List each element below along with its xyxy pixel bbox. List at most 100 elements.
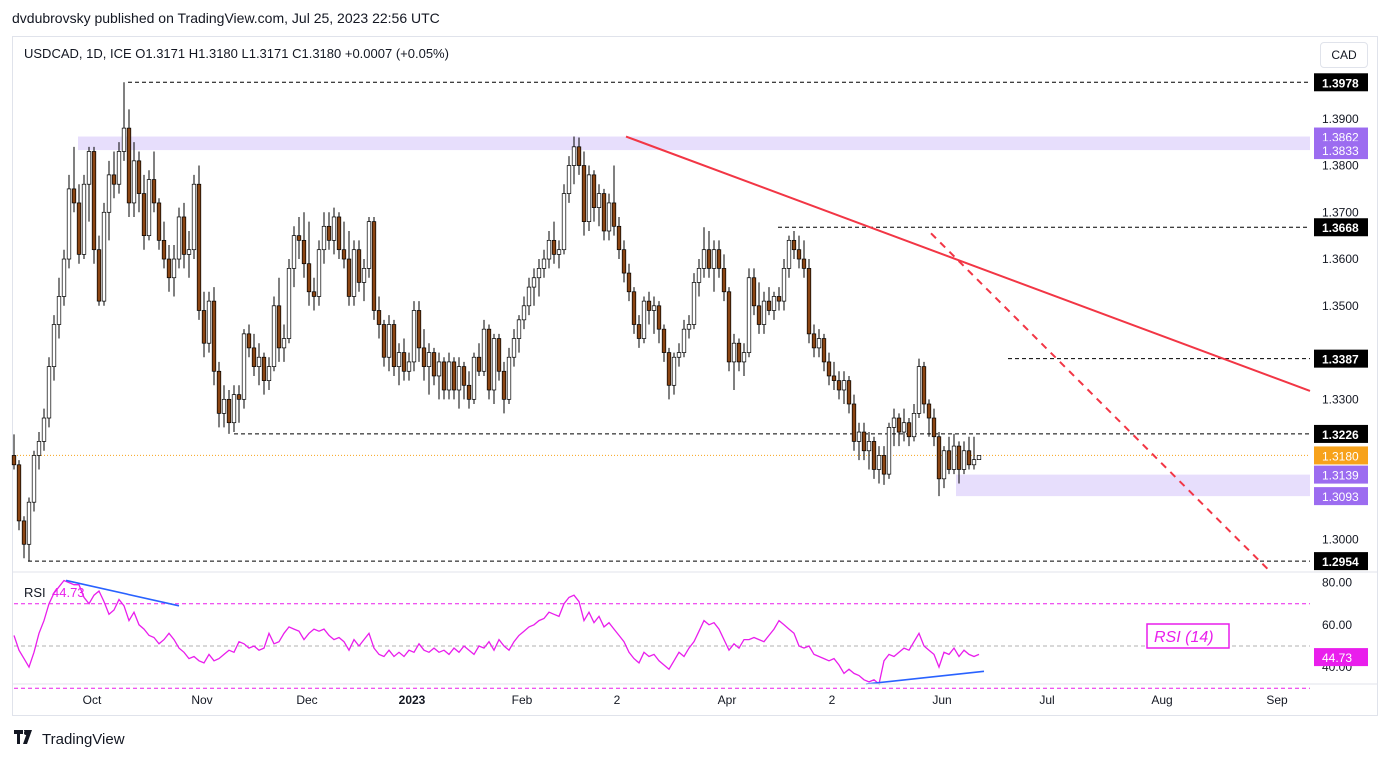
candle-body: [866, 441, 872, 452]
candle-body: [901, 422, 907, 433]
candle: [311, 277, 317, 311]
rsi-divergence-line: [865, 670, 985, 685]
candle: [221, 385, 227, 428]
candle: [941, 446, 947, 489]
candle: [366, 216, 372, 278]
candle: [571, 136, 577, 185]
candle: [421, 329, 427, 381]
candle-body: [261, 356, 267, 381]
candle: [426, 343, 432, 395]
candle: [641, 296, 647, 344]
candle-body: [766, 300, 772, 311]
candle: [561, 184, 567, 255]
time-tick-label: Apr: [718, 693, 737, 707]
candle: [216, 361, 222, 428]
time-tick-label: Jul: [1039, 693, 1054, 707]
level-label-text: 1.3387: [1322, 353, 1359, 367]
candle: [756, 282, 762, 334]
candle-body: [606, 202, 612, 232]
candle-body: [256, 356, 262, 367]
tradingview-brand: TradingView: [42, 730, 125, 748]
candle-body: [641, 300, 647, 339]
candle-body: [31, 455, 37, 503]
candle-body: [41, 417, 47, 442]
candle-body: [886, 427, 892, 475]
candle: [401, 338, 407, 381]
candle: [966, 436, 972, 470]
candle: [86, 146, 92, 222]
candle: [351, 240, 357, 306]
candle: [601, 188, 607, 241]
candle-body: [136, 160, 142, 194]
candle-body: [546, 239, 552, 260]
candle: [826, 352, 832, 386]
candle-body: [326, 225, 332, 241]
candle-body: [341, 249, 347, 260]
level-label-1.3668: 1.3668: [1314, 218, 1368, 237]
candle-body: [246, 333, 252, 349]
candle-body: [821, 338, 827, 363]
price-tick-label: 1.3600: [1322, 252, 1359, 266]
candle-body: [666, 352, 672, 386]
candle-body: [56, 296, 62, 325]
candle: [506, 347, 512, 404]
candle: [806, 259, 812, 344]
candle-body: [826, 361, 832, 377]
candle: [281, 324, 287, 362]
candle-body: [321, 225, 327, 251]
candle: [821, 333, 827, 372]
candle: [916, 358, 922, 419]
candle-body: [941, 450, 947, 480]
rsi-badge: RSI (14): [1146, 623, 1230, 649]
candle: [951, 433, 957, 475]
candle: [236, 385, 242, 423]
level-label-bg: [1314, 73, 1368, 92]
candle: [491, 333, 497, 404]
candle-body: [506, 356, 512, 400]
candle: [191, 174, 197, 260]
candle: [551, 221, 557, 264]
level-label-bg: [1314, 424, 1368, 443]
candle-body: [771, 296, 777, 311]
candle: [36, 432, 42, 470]
time-tick-label: 2023: [399, 693, 426, 707]
candle: [411, 301, 417, 372]
candle: [156, 198, 162, 250]
currency-button[interactable]: CAD: [1320, 42, 1368, 68]
candle-body: [281, 338, 287, 349]
candle: [196, 165, 202, 320]
candle: [431, 347, 437, 386]
candle: [201, 291, 207, 358]
candle-body: [716, 249, 722, 269]
candle-body: [556, 249, 562, 255]
tradingview-logo[interactable]: TradingView: [14, 727, 125, 748]
candle: [301, 212, 307, 278]
candle-body: [66, 188, 72, 260]
candle-body: [911, 413, 917, 438]
candle-body: [26, 501, 32, 545]
candle: [631, 287, 637, 334]
candle: [831, 361, 837, 390]
candle-body: [661, 328, 667, 353]
candle-body: [211, 300, 217, 372]
candle-body: [206, 300, 212, 344]
candle-body: [486, 328, 492, 391]
level-label-bg: [1314, 127, 1368, 146]
candle: [576, 137, 582, 175]
candle: [461, 361, 467, 400]
candle: [356, 240, 362, 292]
candle: [556, 240, 562, 269]
candle-body: [236, 394, 242, 400]
candle: [976, 455, 982, 460]
candle: [91, 146, 97, 264]
candle-body: [511, 338, 517, 358]
candle-body: [791, 239, 797, 251]
candle: [331, 207, 337, 255]
candle-body: [601, 193, 607, 232]
candle: [586, 165, 592, 231]
candle-body: [801, 258, 807, 269]
candle: [346, 230, 352, 306]
time-tick-label: 2: [614, 693, 621, 707]
level-label-text: 1.3862: [1322, 131, 1359, 145]
